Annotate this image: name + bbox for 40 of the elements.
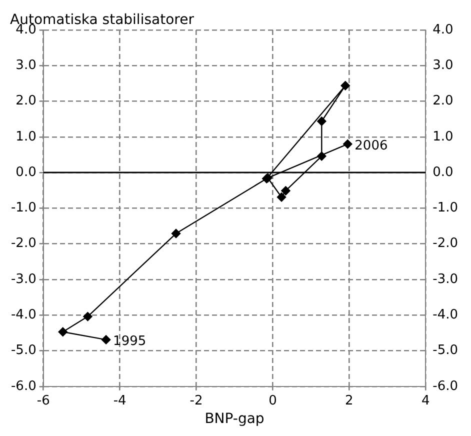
y-tick-label: -4.0 <box>10 307 36 322</box>
y2-tick-label: 1.0 <box>432 129 454 144</box>
y2-tick-label: -2.0 <box>432 236 458 252</box>
y-tick-label: 1.0 <box>16 129 36 144</box>
y2-tick-label: 4.0 <box>432 22 454 38</box>
x-tick-label: -4 <box>113 394 126 409</box>
x-axis-title: BNP-gap <box>204 411 264 427</box>
point <box>171 228 181 238</box>
y-tick-label: -1.0 <box>10 200 36 216</box>
y2-tick-label: -3.0 <box>432 272 458 287</box>
point <box>276 192 286 202</box>
y2-tick-label: -5.0 <box>432 343 458 358</box>
x-tick-label: -6 <box>36 394 50 409</box>
x-tick-label: 4 <box>421 394 430 409</box>
annotation: 1995 <box>113 334 146 350</box>
annotation: 2006 <box>354 138 388 154</box>
point <box>83 312 92 322</box>
y2-tick-label: 0.0 <box>432 164 454 180</box>
point <box>317 116 326 126</box>
x-tick-label: -2 <box>190 394 203 409</box>
point <box>58 327 68 336</box>
point <box>343 139 352 149</box>
y2-tick-label: 3.0 <box>432 58 454 74</box>
x-tick-label: 0 <box>268 394 277 409</box>
y-tick-label: 3.0 <box>16 58 36 74</box>
point <box>317 152 326 161</box>
y-tick-label: -3.0 <box>10 272 36 287</box>
y2-tick-label: -4.0 <box>432 307 458 322</box>
y-tick-label: -5.0 <box>10 343 36 358</box>
y2-tick-label: -6.0 <box>432 378 458 394</box>
point <box>281 186 290 196</box>
y-tick-label: 2.0 <box>16 94 36 109</box>
y-tick-label: 0.0 <box>16 164 36 180</box>
y2-tick-label: -1.0 <box>432 200 458 216</box>
point <box>340 81 350 90</box>
y2-tick-label: 2.0 <box>432 94 454 109</box>
x-tick-label: 2 <box>345 394 354 409</box>
y-tick-label: -6.0 <box>10 378 36 394</box>
y-tick-label: -2.0 <box>10 236 36 252</box>
point <box>101 335 111 344</box>
